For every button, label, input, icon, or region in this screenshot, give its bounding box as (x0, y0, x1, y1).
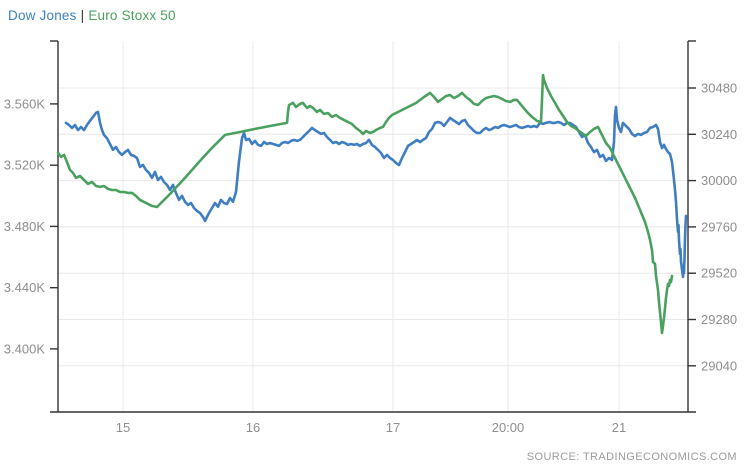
chart-legend: Dow Jones | Euro Stoxx 50 (8, 8, 176, 23)
legend-dow-jones[interactable]: Dow Jones (8, 8, 77, 23)
left-axis-label: 3.440K (4, 280, 46, 295)
source-credit: SOURCE: TRADINGECONOMICS.COM (526, 451, 737, 463)
right-axis-label: 30240 (701, 127, 737, 142)
right-axis-label: 29040 (701, 358, 737, 373)
right-axis-label: 30480 (701, 81, 737, 96)
x-axis-label: 21 (612, 420, 626, 435)
legend-separator: | (80, 8, 85, 23)
x-axis-label: 16 (246, 420, 260, 435)
right-axis-label: 29520 (701, 266, 737, 281)
euro-stoxx-series-line (56, 73, 674, 335)
right-axis-label: 29280 (701, 312, 737, 327)
x-axis-label: 20:00 (492, 420, 525, 435)
legend-euro-stoxx[interactable]: Euro Stoxx 50 (88, 8, 176, 23)
left-axis-label: 3.480K (4, 219, 46, 234)
right-axis-label: 29760 (701, 219, 737, 234)
right-axis-label: 30000 (701, 173, 737, 188)
x-axis-label: 15 (116, 420, 130, 435)
left-axis-label: 3.560K (4, 96, 46, 111)
left-axis-label: 3.520K (4, 158, 46, 173)
dow-jones-series-line (64, 105, 688, 279)
left-axis-label: 3.400K (4, 341, 46, 356)
x-axis-label: 17 (386, 420, 400, 435)
